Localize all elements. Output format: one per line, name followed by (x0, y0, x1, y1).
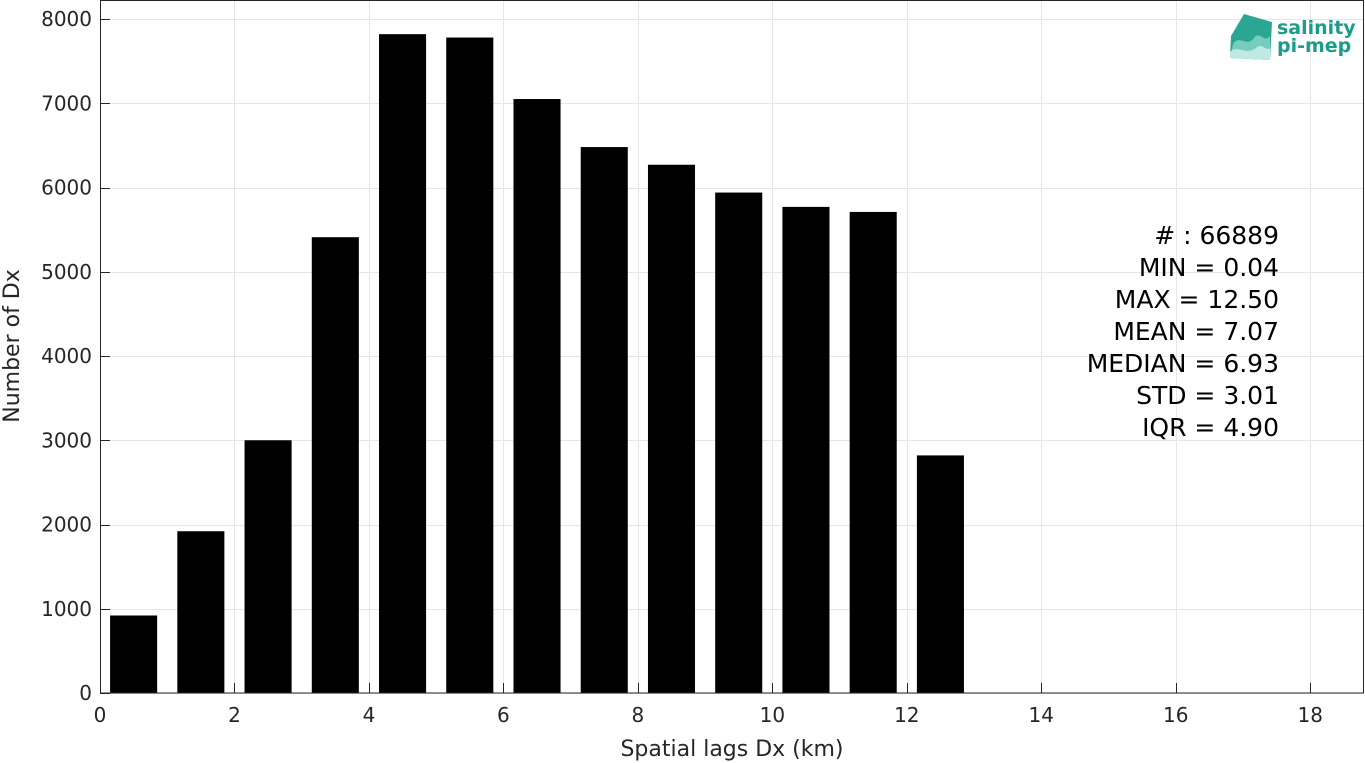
histogram-bar (916, 455, 964, 693)
histogram-bar (110, 615, 158, 693)
x-tick-label: 4 (363, 703, 376, 727)
x-tick-label: 6 (497, 703, 510, 727)
y-tick-label: 0 (79, 681, 92, 705)
stat-line: MEAN = 7.07 (1113, 317, 1279, 346)
histogram-bar (580, 147, 628, 693)
stat-line: STD = 3.01 (1136, 381, 1279, 410)
x-tick-label: 8 (632, 703, 645, 727)
logo-text-salinity: salinity (1277, 17, 1356, 39)
histogram-bar (446, 37, 494, 694)
ticks (100, 19, 1311, 694)
histogram-bar (379, 34, 427, 694)
histogram-bar (244, 440, 292, 693)
y-tick-labels: 0 1000 2000 3000 4000 5000 6000 7000 8000 (41, 7, 92, 705)
logo-text-pi-mep: pi-mep (1277, 35, 1351, 57)
y-tick-label: 4000 (41, 344, 92, 368)
y-tick-label: 3000 (41, 428, 92, 452)
histogram-bar (782, 206, 830, 693)
y-tick-label: 1000 (41, 597, 92, 621)
stat-line: MIN = 0.04 (1139, 253, 1279, 282)
histogram-bar (849, 211, 897, 693)
axes (100, 0, 1364, 694)
y-axis-label: Number of Dx (0, 269, 25, 423)
x-tick-label: 18 (1297, 703, 1322, 727)
stat-line: # : 66889 (1154, 221, 1279, 250)
y-tick-label: 7000 (41, 91, 92, 115)
stats-box: # : 66889 MIN = 0.04 MAX = 12.50 MEAN = 7.0… (1087, 221, 1279, 442)
x-tick-label: 10 (760, 703, 785, 727)
y-tick-label: 8000 (41, 7, 92, 31)
histogram-bar (647, 164, 696, 693)
x-tick-label: 12 (894, 703, 919, 727)
salinity-pi-mep-logo: salinity pi-mep (1230, 14, 1356, 60)
x-tick-label: 2 (228, 703, 241, 727)
x-axis-label: Spatial lags Dx (km) (620, 737, 843, 762)
x-tick-label: 14 (1029, 703, 1054, 727)
bars (110, 34, 964, 694)
x-tick-label: 16 (1163, 703, 1188, 727)
stat-line: MEDIAN = 6.93 (1087, 349, 1279, 378)
histogram-bar (177, 531, 225, 693)
wave-logo-icon (1230, 14, 1272, 60)
histogram-bar (311, 237, 359, 693)
histogram-bar (715, 192, 763, 693)
plot-frame (100, 0, 1364, 694)
y-tick-label: 6000 (41, 176, 92, 200)
x-tick-label: 0 (94, 703, 107, 727)
y-tick-label: 5000 (41, 260, 92, 284)
y-tick-label: 2000 (41, 513, 92, 537)
histogram-bar (513, 99, 561, 694)
x-tick-labels: 0 2 4 6 8 10 12 14 16 18 (94, 703, 1323, 727)
stat-line: IQR = 4.90 (1142, 413, 1279, 442)
stat-line: MAX = 12.50 (1115, 285, 1279, 314)
